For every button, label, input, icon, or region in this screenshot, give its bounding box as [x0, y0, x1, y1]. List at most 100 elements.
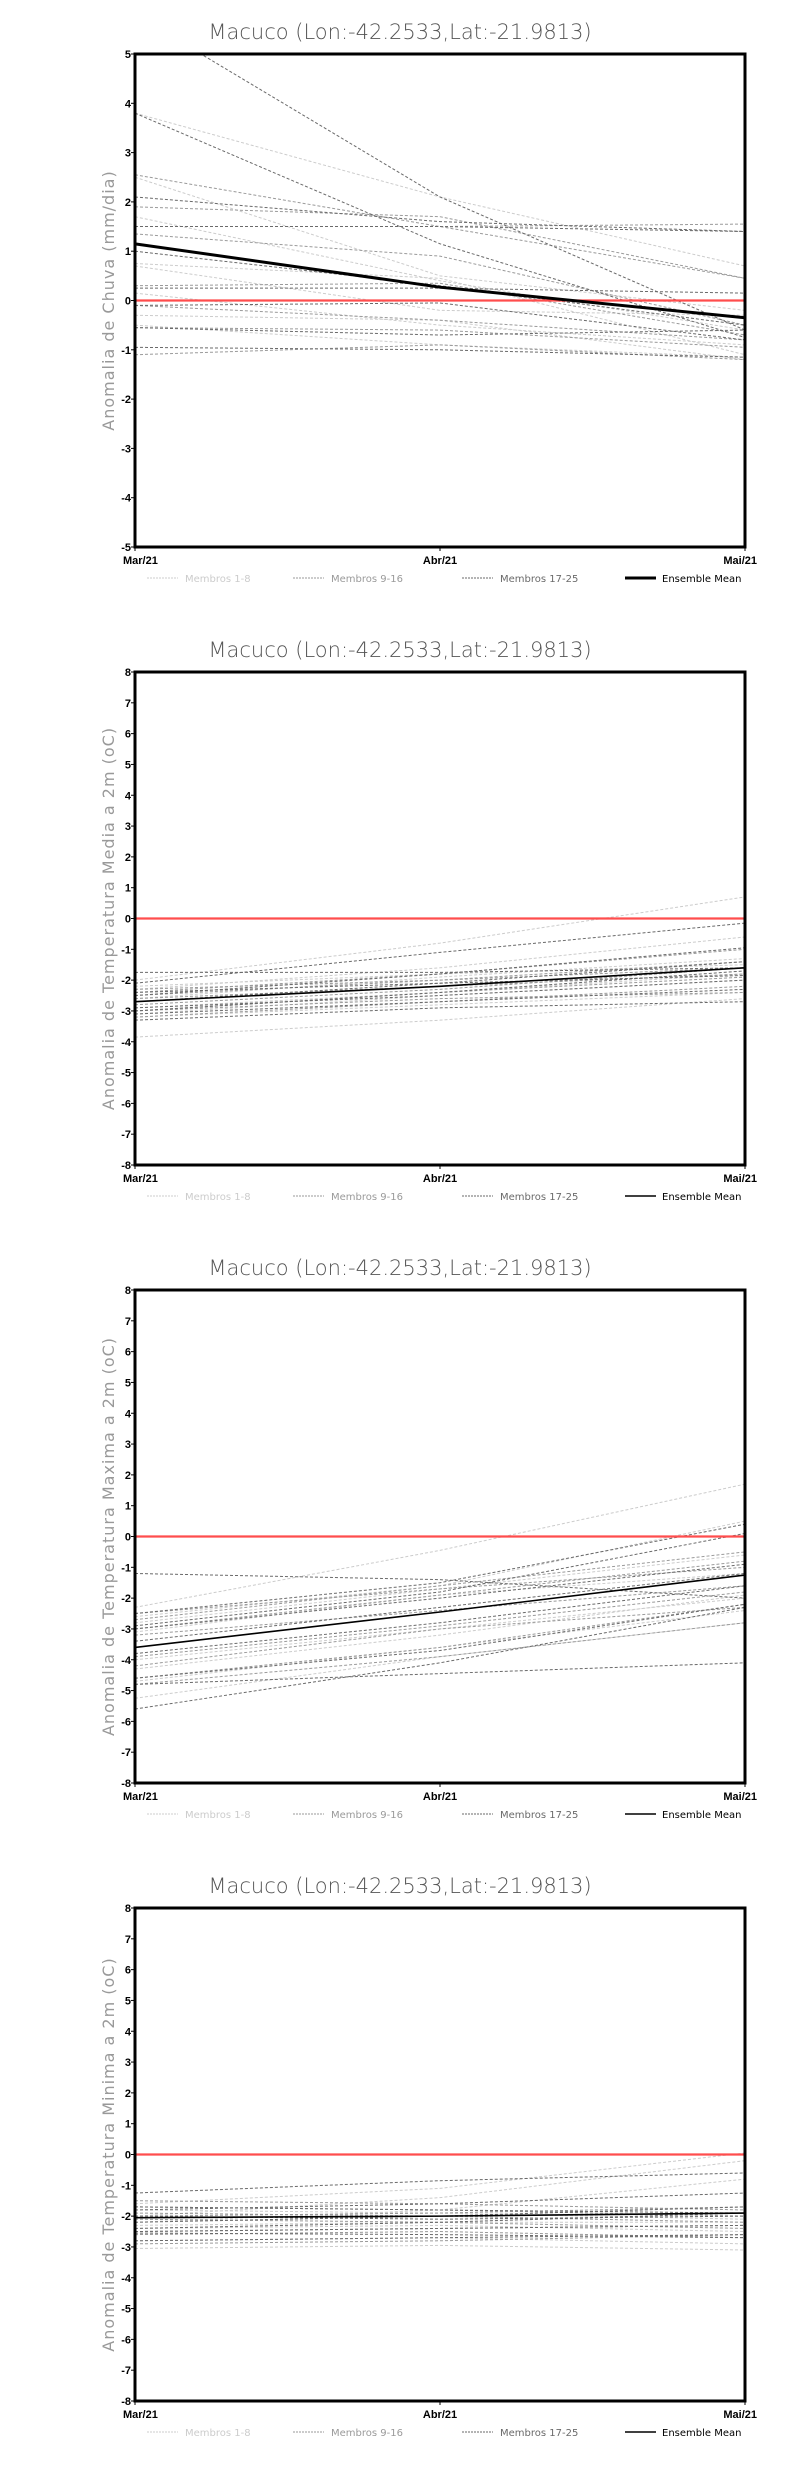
- y-tick-label: -1: [121, 944, 131, 956]
- member-line-group-3: [135, 1572, 745, 1599]
- x-tick-label: Abr/21: [423, 1173, 457, 1185]
- member-line-group-3: [135, 2224, 745, 2233]
- legend-label-4: Ensemble Mean: [662, 1810, 741, 1821]
- y-tick-label: -4: [121, 493, 132, 505]
- y-tick-label: -2: [121, 975, 131, 987]
- legend-label-4: Ensemble Mean: [662, 574, 741, 585]
- member-line-group-3: [135, 2212, 745, 2229]
- member-line-group-1: [135, 112, 745, 267]
- chart-title: Macuco (Lon:-42.2533,Lat:-21.9813): [208, 1874, 591, 1898]
- y-tick-label: -4: [121, 1037, 132, 1049]
- y-tick-label: -1: [121, 1562, 131, 1574]
- plot-area: [135, 54, 745, 361]
- y-tick-label: -7: [121, 1129, 131, 1141]
- member-line-group-3: [135, 2172, 745, 2194]
- legend: Membros 1-8 Membros 9-16 Membros 17-25 Ense…: [147, 2428, 741, 2439]
- chart-title: Macuco (Lon:-42.2533,Lat:-21.9813): [208, 20, 591, 44]
- y-tick-label: -8: [121, 1160, 131, 1172]
- y-tick-label: 0: [125, 296, 131, 308]
- member-line-group-2: [135, 1566, 745, 1615]
- ensemble-chart-2: Macuco (Lon:-42.2533,Lat:-21.9813) Anomal…: [99, 638, 757, 1203]
- x-tick-label: Abr/21: [423, 2409, 457, 2421]
- plot-area: [135, 2152, 745, 2251]
- y-tick-label: -2: [121, 394, 131, 406]
- member-line-group-3: [135, 979, 745, 1009]
- member-line-group-3: [135, 112, 745, 338]
- member-line-group-3: [135, 970, 745, 1012]
- member-line-group-2: [135, 967, 745, 1006]
- member-line-group-2: [135, 304, 745, 341]
- member-line-group-3: [135, 196, 745, 232]
- member-line-group-3: [135, 1603, 745, 1679]
- legend-label-1: Membros 1-8: [185, 574, 251, 585]
- member-line-group-1: [135, 263, 745, 356]
- y-tick-label: -4: [121, 1655, 132, 1667]
- member-line-group-2: [135, 1585, 745, 1636]
- y-tick-label: -2: [121, 1593, 131, 1605]
- y-tick-label: -6: [121, 1098, 131, 1110]
- y-tick-label: 5: [125, 1995, 131, 2007]
- y-tick-label: -7: [121, 2365, 131, 2377]
- member-line-group-1: [135, 1483, 745, 1608]
- y-tick-label: -8: [121, 2396, 131, 2408]
- x-tick-label: Mai/21: [723, 1791, 757, 1803]
- ensemble-chart-4: Macuco (Lon:-42.2533,Lat:-21.9813) Anomal…: [99, 1874, 757, 2439]
- y-tick-label: 8: [125, 667, 131, 679]
- member-line-group-3: [135, 327, 745, 336]
- y-tick-label: 2: [125, 2088, 131, 2100]
- member-line-group-2: [135, 1606, 745, 1667]
- member-line-group-3: [135, 988, 745, 1015]
- member-line-group-2: [135, 1560, 745, 1630]
- x-tick-label: Mar/21: [123, 555, 158, 567]
- y-tick-label: 4: [125, 790, 132, 802]
- x-tick-label: Mai/21: [723, 555, 757, 567]
- ensemble-mean-line: [135, 2212, 745, 2219]
- y-axis-label: Anomalia de Temperatura Maxima a 2m (oC): [99, 1337, 118, 1736]
- member-line-group-2: [135, 174, 745, 279]
- member-line-group-3: [135, 1532, 745, 1627]
- y-tick-label: -3: [121, 1006, 131, 1018]
- y-axis-label: Anomalia de Temperatura Media a 2m (oC): [99, 727, 118, 1110]
- legend-label-4: Ensemble Mean: [662, 1192, 741, 1203]
- y-axis-label: Anomalia de Chuva (mm/dia): [99, 170, 118, 430]
- y-tick-label: 1: [125, 2119, 131, 2131]
- legend-label-3: Membros 17-25: [500, 2428, 578, 2439]
- y-tick-label: 8: [125, 1285, 131, 1297]
- x-tick-label: Mar/21: [123, 1791, 158, 1803]
- member-line-group-1: [135, 265, 745, 316]
- y-tick-label: 4: [125, 1408, 132, 1420]
- member-line-group-2: [135, 233, 745, 326]
- member-line-group-1: [135, 2152, 745, 2205]
- y-tick-label: 3: [125, 2057, 131, 2069]
- member-line-group-3: [135, 975, 745, 993]
- member-line-group-1: [135, 2244, 745, 2251]
- member-line-group-3: [135, 2232, 745, 2239]
- member-line-group-3: [135, 1572, 745, 1642]
- member-line-group-1: [135, 1622, 745, 1699]
- y-tick-label: 3: [125, 148, 131, 160]
- legend-label-2: Membros 9-16: [331, 574, 403, 585]
- member-line-group-2: [135, 1551, 745, 1621]
- y-tick-label: -3: [121, 1624, 131, 1636]
- member-line-group-3: [135, 1001, 745, 1021]
- y-tick-label: -8: [121, 1778, 131, 1790]
- y-tick-label: 6: [125, 1347, 131, 1359]
- member-line-group-3: [135, 346, 745, 358]
- y-tick-label: 5: [125, 1377, 131, 1389]
- ensemble-mean-line: [135, 242, 745, 320]
- chart-title: Macuco (Lon:-42.2533,Lat:-21.9813): [208, 1256, 591, 1280]
- y-tick-label: -5: [121, 1686, 131, 1698]
- legend-label-3: Membros 17-25: [500, 1810, 578, 1821]
- y-tick-label: 1: [125, 246, 131, 258]
- member-line-group-2: [135, 2234, 745, 2245]
- member-line-group-3: [135, 1606, 745, 1710]
- y-tick-label: 2: [125, 197, 131, 209]
- member-line-group-1: [135, 2160, 745, 2217]
- y-tick-label: -1: [121, 345, 131, 357]
- y-tick-label: 7: [125, 698, 131, 710]
- member-line-group-1: [135, 896, 745, 981]
- x-tick-label: Mai/21: [723, 1173, 757, 1185]
- member-line-group-2: [135, 327, 745, 348]
- legend-label-2: Membros 9-16: [331, 2428, 403, 2439]
